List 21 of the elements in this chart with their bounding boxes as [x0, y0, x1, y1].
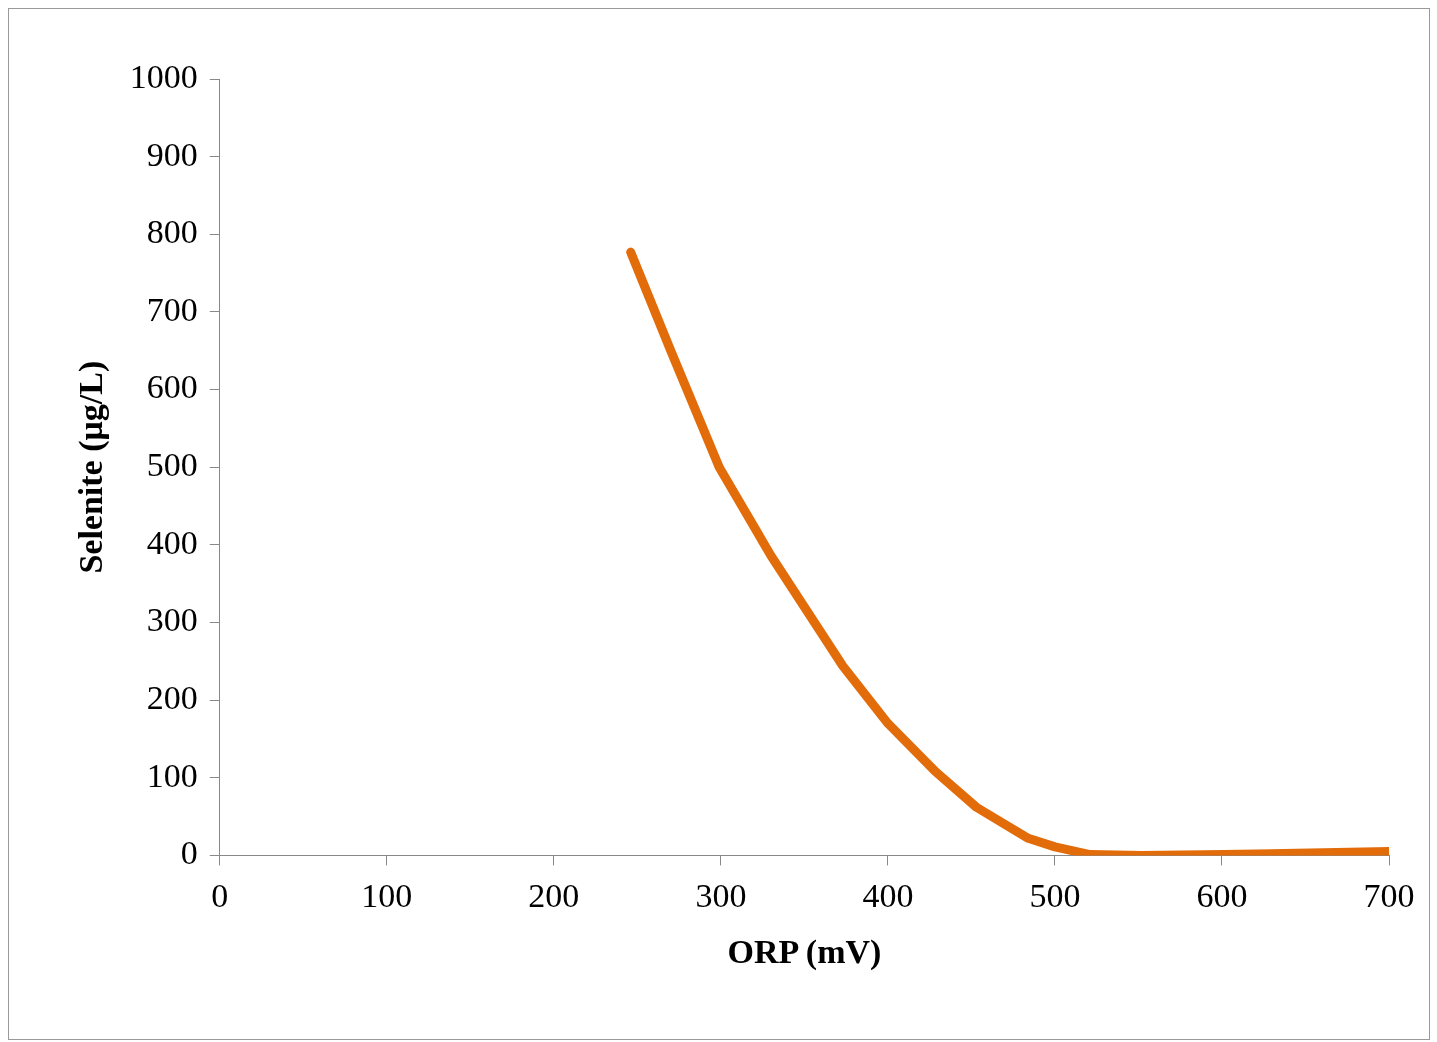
x-axis-title: ORP (mV) — [727, 933, 882, 972]
y-tick-label: 400 — [146, 523, 198, 561]
y-tick-label: 600 — [146, 368, 198, 406]
y-tick-label: 300 — [146, 601, 198, 639]
x-tick-label: 100 — [361, 876, 413, 914]
y-tick-label: 100 — [146, 756, 198, 794]
x-tick-label: 600 — [1196, 876, 1248, 914]
x-tick-label: 300 — [695, 876, 747, 914]
x-tick-label: 400 — [862, 876, 914, 914]
x-tick-label: 500 — [1029, 876, 1081, 914]
x-tick-label: 700 — [1363, 876, 1415, 914]
y-tick-label: 500 — [146, 446, 198, 484]
y-tick-label: 0 — [180, 834, 198, 872]
x-tick-label: 200 — [528, 876, 580, 914]
y-axis-title: Selenite (μg/L) — [72, 360, 111, 574]
x-tick-label: 0 — [211, 876, 229, 914]
y-tick-label: 800 — [146, 213, 198, 251]
y-tick-label: 700 — [146, 290, 198, 328]
y-tick-label: 900 — [146, 135, 198, 173]
y-tick-label: 1000 — [129, 57, 198, 95]
y-tick-label: 200 — [146, 679, 198, 717]
